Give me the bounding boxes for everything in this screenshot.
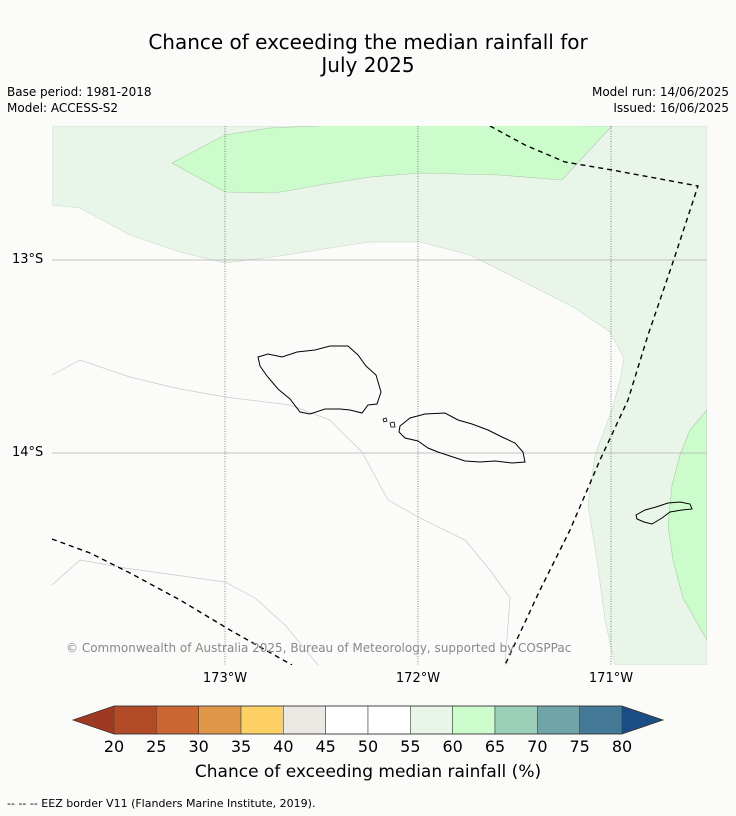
colorbar-tick-label: 55: [400, 737, 421, 756]
contour-line: [52, 359, 511, 665]
colorbar-segment: [410, 705, 453, 735]
colorbar-tick-label: 80: [611, 737, 633, 756]
colorbar-tick-label: 60: [442, 737, 463, 756]
band-60-65-east: [667, 409, 707, 641]
meta-left: Base period: 1981-2018 Model: ACCESS-S2: [7, 84, 152, 116]
colorbar-tick-label: 75: [569, 737, 590, 756]
colorbar-tick-label: 70: [527, 737, 548, 756]
colorbar-tick-label: 45: [315, 737, 336, 756]
colorbar-segment: [537, 705, 580, 735]
colorbar-tick-label: 50: [357, 737, 379, 756]
colorbar: [71, 705, 665, 735]
model-run: Model run: 14/06/2025: [591, 85, 729, 99]
colorbar-tick-label: 20: [103, 737, 125, 756]
contour-line: [52, 559, 319, 665]
colorbar-segment: [367, 705, 411, 735]
lon-label-173w: 173°W: [202, 671, 248, 686]
title-line-2: July 2025: [321, 53, 415, 77]
colorbar-tick-label: 25: [146, 737, 167, 756]
colorbar-outline: [71, 705, 665, 735]
map-title: Chance of exceeding the median rainfall …: [0, 31, 736, 77]
issued-date: Issued: 16/06/2025: [613, 101, 729, 115]
colorbar-title: Chance of exceeding median rainfall (%): [194, 762, 542, 782]
colorbar-tick-label: 35: [230, 737, 252, 756]
lon-label-171w: 171°W: [588, 671, 634, 686]
colorbar-extend-low: [73, 706, 114, 734]
colorbar-segment: [198, 705, 242, 735]
lat-label-14s: 14°S: [12, 445, 44, 460]
island-apolima: [389, 421, 396, 428]
title-line-1: Chance of exceeding the median rainfall …: [148, 30, 588, 54]
band-55-60-main: [52, 126, 707, 665]
island-tutuila: [635, 501, 693, 525]
colorbar-segment: [240, 705, 284, 735]
colorbar-tick-label: 40: [273, 737, 294, 756]
colorbar-segment: [283, 705, 326, 735]
island-savaii: [257, 345, 382, 415]
lat-label-13s: 13°S: [12, 252, 44, 267]
eez-footnote: -- -- -- EEZ border V11 (Flanders Marine…: [7, 797, 316, 810]
lon-label-172w: 172°W: [395, 671, 441, 686]
colorbar-tick-label: 30: [188, 737, 209, 756]
colorbar-extend-high: [622, 706, 663, 734]
colorbar-segment: [494, 705, 538, 735]
meta-right: Model run: 14/06/2025 Issued: 16/06/2025: [592, 84, 729, 116]
colorbar-segment: [156, 705, 199, 735]
island-upolu: [398, 412, 526, 464]
colorbar-segment: [113, 705, 157, 735]
base-period: Base period: 1981-2018: [7, 85, 152, 99]
colorbar-tick-label: 65: [484, 737, 506, 756]
colorbar-segment: [579, 705, 623, 735]
copyright-notice: © Commonwealth of Australia 2025, Bureau…: [66, 641, 572, 655]
band-60-65-north: [171, 126, 613, 194]
eez-border: [489, 126, 699, 665]
model-name: Model: ACCESS-S2: [7, 101, 119, 115]
island-manono: [382, 417, 388, 423]
colorbar-segment: [325, 705, 369, 735]
colorbar-segment: [452, 705, 496, 735]
